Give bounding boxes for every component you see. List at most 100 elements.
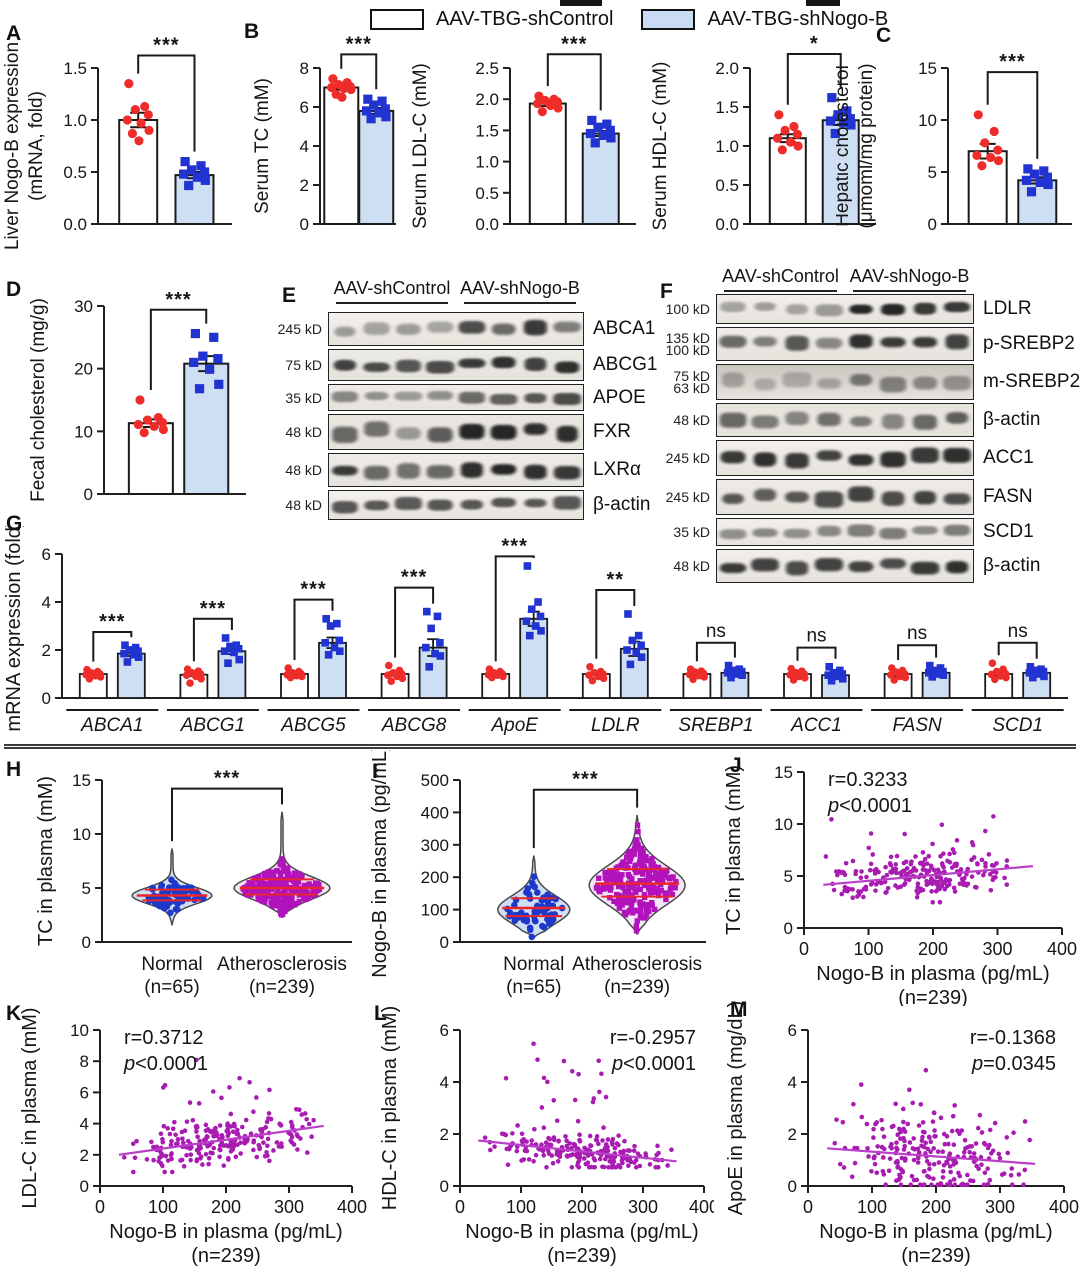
svg-text:***: ***	[300, 579, 326, 601]
data-point	[957, 881, 963, 887]
data-point	[990, 1148, 996, 1154]
data-point	[633, 928, 640, 934]
svg-text:Serum HDL-C (mM): Serum HDL-C (mM)	[650, 62, 671, 231]
data-point	[173, 1132, 178, 1138]
data-point	[613, 873, 619, 880]
panel-a-chart: Liver Nogo-B expression (mRNA, fold) 0.0 0.…	[4, 35, 232, 250]
data-point	[209, 332, 219, 342]
data-point	[130, 105, 140, 115]
data-point	[337, 92, 347, 102]
protein-label: m-SREBP2	[983, 371, 1080, 392]
data-point	[143, 110, 153, 120]
data-point	[873, 888, 878, 893]
data-point	[563, 1134, 568, 1139]
sig-bracket	[149, 308, 208, 390]
svg-text:(μmoml/mg protein): (μmoml/mg protein)	[856, 63, 877, 228]
data-point	[168, 1152, 174, 1158]
svg-text:***: ***	[572, 769, 598, 791]
data-point	[829, 817, 834, 822]
svg-text:r=0.3233: r=0.3233	[828, 769, 908, 791]
protein-label: ABCA1	[593, 318, 656, 339]
data-point	[888, 854, 894, 860]
data-point	[537, 627, 545, 635]
data-point	[894, 1158, 900, 1164]
data-point	[951, 1142, 957, 1148]
data-point	[907, 1140, 913, 1145]
data-point	[593, 1137, 599, 1143]
data-point	[270, 875, 277, 881]
data-point	[915, 890, 921, 896]
svg-text:200: 200	[421, 868, 449, 887]
bar-control	[323, 86, 360, 225]
data-point	[889, 1124, 895, 1130]
data-point	[944, 1134, 950, 1139]
data-point	[673, 878, 679, 885]
data-point	[264, 888, 270, 895]
data-point	[988, 887, 994, 893]
data-point	[832, 1140, 838, 1146]
svg-text:10: 10	[74, 422, 93, 441]
data-point	[800, 674, 809, 682]
panel-j-chart: TC in plasma (mM) 0 5 10 15 0 100 200 300 400 Nogo…	[723, 763, 1077, 1006]
data-point	[643, 877, 649, 883]
data-point	[144, 1157, 150, 1162]
data-point	[231, 1144, 237, 1149]
data-point	[252, 875, 258, 881]
svg-text:2: 2	[300, 176, 309, 195]
data-point	[947, 851, 952, 857]
svg-text:4: 4	[788, 1073, 797, 1092]
data-point	[300, 889, 307, 895]
data-point	[170, 1126, 176, 1132]
data-point	[603, 1094, 609, 1100]
data-point	[831, 887, 837, 893]
scatter-points	[823, 814, 1010, 905]
data-point	[881, 1134, 887, 1140]
data-point	[539, 1142, 544, 1147]
data-point	[526, 926, 534, 934]
data-point	[219, 1095, 224, 1101]
data-point	[149, 1139, 154, 1145]
data-point	[160, 1153, 165, 1158]
data-point	[227, 1085, 232, 1090]
data-point	[291, 902, 298, 908]
sig-bracket	[340, 53, 378, 90]
legend: AAV-TBG-shControl AAV-TBG-shNogo-B	[370, 8, 888, 31]
svg-text:500: 500	[421, 771, 449, 790]
svg-text:0.0: 0.0	[63, 215, 87, 234]
data-point	[983, 861, 988, 866]
data-point	[646, 902, 652, 909]
data-point	[976, 1166, 981, 1172]
protein-label: FASN	[983, 486, 1033, 507]
data-point	[939, 822, 945, 828]
blot-row-ACC1	[716, 440, 974, 476]
data-point	[641, 882, 647, 889]
svg-text:2.5: 2.5	[475, 59, 499, 78]
svg-text:***: ***	[153, 35, 179, 57]
data-point	[296, 871, 303, 877]
data-point	[655, 1143, 660, 1149]
data-point	[181, 1164, 187, 1169]
data-point	[190, 1117, 196, 1123]
data-point	[1025, 669, 1034, 677]
data-point	[929, 889, 934, 894]
points	[283, 664, 306, 682]
data-point	[594, 1134, 600, 1139]
data-point	[979, 857, 985, 863]
data-point	[232, 1124, 237, 1129]
svg-text:0: 0	[455, 1197, 465, 1217]
data-point	[564, 1138, 569, 1144]
svg-text:1.0: 1.0	[63, 111, 87, 130]
data-point	[633, 889, 639, 895]
data-point	[991, 814, 996, 819]
data-point	[615, 864, 621, 870]
axis	[95, 779, 352, 943]
data-point	[894, 1178, 899, 1183]
data-point	[917, 1182, 923, 1187]
data-point	[230, 648, 238, 657]
data-point	[270, 895, 277, 902]
data-point	[923, 1140, 928, 1146]
data-point	[837, 1161, 843, 1167]
data-point	[151, 1157, 156, 1163]
panel-c-chart: Hepatic cholesterol (μmoml/mg protein) 0 5 1…	[836, 51, 1072, 234]
data-point	[900, 1168, 905, 1174]
